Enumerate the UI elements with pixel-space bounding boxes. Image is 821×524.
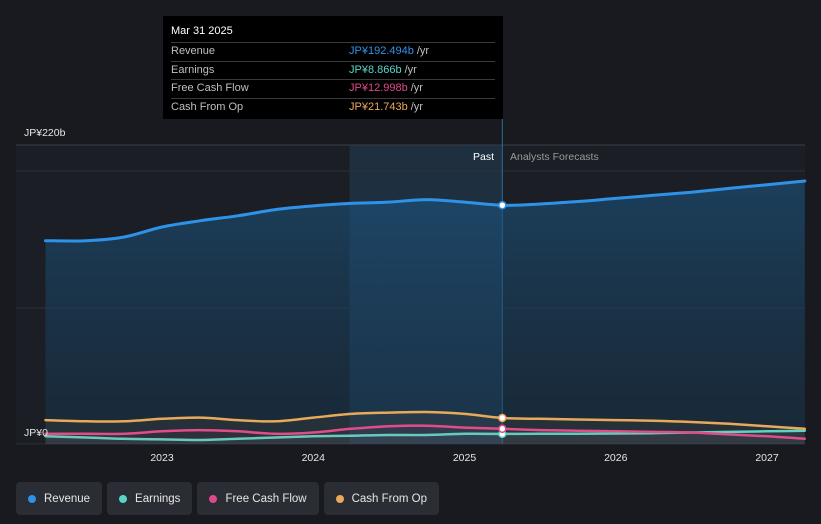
y-axis-bottom-label: JP¥0 xyxy=(24,427,48,439)
tooltip-label: Cash From Op xyxy=(171,100,244,113)
legend-item-free-cash-flow[interactable]: Free Cash Flow xyxy=(197,482,319,515)
tooltip-row-revenue: Revenue JP¥192.494b /yr xyxy=(171,42,495,61)
legend: Revenue Earnings Free Cash Flow Cash Fro… xyxy=(16,482,440,515)
legend-label: Free Cash Flow xyxy=(225,492,307,505)
point-marker xyxy=(498,413,507,423)
legend-item-revenue[interactable]: Revenue xyxy=(16,482,103,515)
x-tick-label: 2026 xyxy=(604,452,628,464)
tooltip-row-cash-from-op: Cash From Op JP¥21.743b /yr xyxy=(171,97,495,117)
series-area-revenue xyxy=(45,181,805,444)
legend-dot-icon xyxy=(335,494,344,503)
series-line-revenue xyxy=(44,179,807,243)
x-tick-label: 2024 xyxy=(302,452,326,464)
legend-dot-icon xyxy=(119,494,128,503)
series-area-free-cash-flow xyxy=(45,425,805,444)
tooltip-label: Free Cash Flow xyxy=(171,82,249,94)
legend-item-earnings[interactable]: Earnings xyxy=(107,482,193,515)
tooltip-label: Earnings xyxy=(171,63,215,76)
tooltip-row-earnings: Earnings JP¥8.866b /yr xyxy=(171,60,495,80)
tooltip-label: Revenue xyxy=(171,45,216,57)
x-tick-label: 2023 xyxy=(150,452,174,464)
tooltip: Mar 31 2025 Revenue JP¥192.494b /yr Earn… xyxy=(163,16,503,119)
legend-label: Revenue xyxy=(44,492,91,505)
legend-item-cash-from-op[interactable]: Cash From Op xyxy=(323,482,440,515)
tooltip-value: JP¥12.998b xyxy=(349,82,408,94)
series-area-cash-from-op xyxy=(45,411,805,444)
tooltip-date: Mar 31 2025 xyxy=(171,25,233,37)
series-line-cash-from-op xyxy=(44,410,807,431)
legend-label: Earnings xyxy=(135,492,181,505)
tooltip-value: JP¥192.494b xyxy=(349,45,414,57)
tooltip-value: JP¥21.743b xyxy=(349,100,408,113)
x-tick-label: 2025 xyxy=(453,452,477,464)
y-axis-top-label: JP¥220b xyxy=(24,127,66,139)
tooltip-row-free-cash-flow: Free Cash Flow JP¥12.998b /yr xyxy=(171,79,495,98)
series-line-free-cash-flow xyxy=(44,424,807,441)
tooltip-unit: /yr xyxy=(404,63,417,76)
tooltip-unit: /yr xyxy=(410,100,423,113)
tooltip-value: JP¥8.866b xyxy=(349,63,402,76)
legend-label: Cash From Op xyxy=(351,492,428,505)
legend-dot-icon xyxy=(209,494,218,503)
point-marker xyxy=(498,424,507,434)
chart: JP¥220b JP¥0 Past Analysts Forecasts 202… xyxy=(16,118,807,464)
point-marker xyxy=(498,201,507,210)
tooltip-unit: /yr xyxy=(410,82,423,94)
tooltip-unit: /yr xyxy=(416,45,430,57)
forecast-zone-label: Analysts Forecasts xyxy=(510,151,599,163)
past-zone-label: Past xyxy=(473,151,494,163)
legend-dot-icon xyxy=(28,494,36,503)
x-tick-label: 2027 xyxy=(755,452,779,464)
